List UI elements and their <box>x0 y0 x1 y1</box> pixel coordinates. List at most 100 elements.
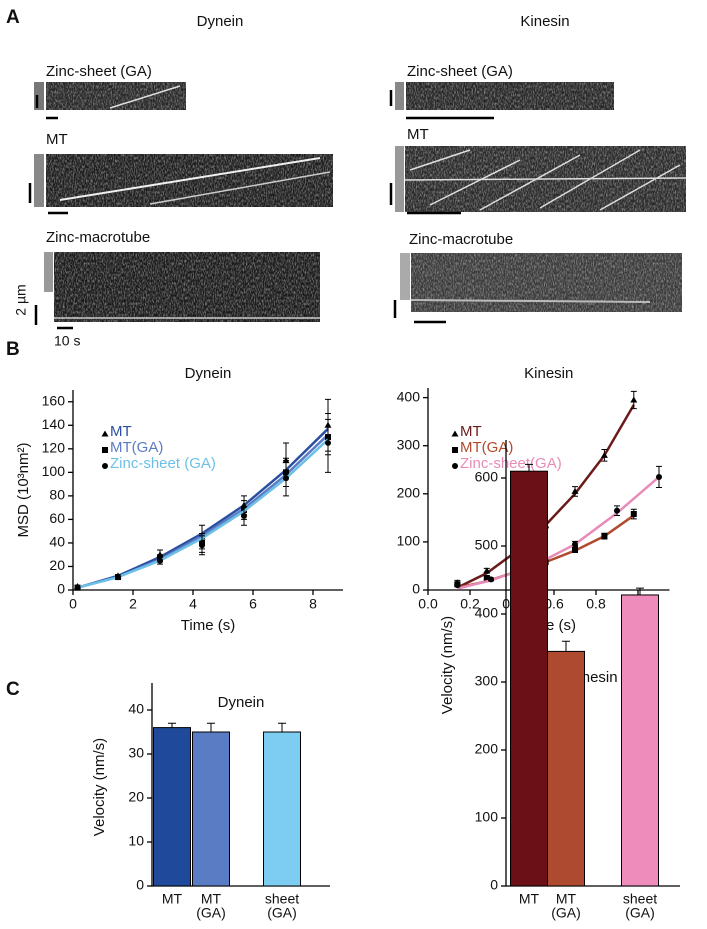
column-title: Kinesin <box>520 13 569 30</box>
point <box>283 475 289 482</box>
y-tick-label: 300 <box>475 673 499 689</box>
x-tick-label: 6 <box>249 596 257 612</box>
panel-label: A <box>6 7 20 28</box>
y-tick-label: 100 <box>397 533 421 549</box>
y-tick-label: 600 <box>475 469 499 485</box>
y-tick-label: 500 <box>475 537 499 553</box>
x-tick-label: sheet <box>265 891 299 907</box>
kymo-thumb <box>400 253 410 300</box>
legend-label: Zinc-sheet(GA) <box>460 455 562 472</box>
error-bar <box>207 722 215 732</box>
point <box>483 574 490 581</box>
x-tick-label: MT <box>519 891 540 907</box>
y-tick-label: 400 <box>475 605 499 621</box>
legend-label: MT(GA) <box>110 439 163 456</box>
error-bar <box>278 722 286 732</box>
legend-marker <box>102 447 108 453</box>
x-tick-label: sheet <box>623 891 657 907</box>
x-tick-label: 0.0 <box>418 596 438 612</box>
error-bar <box>636 587 644 595</box>
point <box>157 557 163 564</box>
legend-label: MT(GA) <box>460 439 513 456</box>
x-tick-label: 0.8 <box>586 596 606 612</box>
axes <box>72 390 343 591</box>
y-tick-label: 100 <box>475 809 499 825</box>
point <box>572 546 578 553</box>
legend-marker <box>451 430 459 437</box>
point <box>488 576 494 583</box>
y-tick-label: 0 <box>412 581 420 597</box>
bar <box>510 470 548 887</box>
x-tick-label: 0.2 <box>460 596 480 612</box>
point <box>630 396 638 403</box>
bar <box>192 731 230 887</box>
kymo-label: Zinc-sheet (GA) <box>46 63 152 80</box>
point <box>115 574 121 581</box>
kymo-tracks <box>404 149 687 211</box>
point <box>656 473 662 480</box>
chart-title: Dynein <box>218 694 265 711</box>
kymo-thumb <box>34 82 44 110</box>
y-tick-label: 100 <box>42 463 66 479</box>
x-tick-label: 2 <box>129 596 137 612</box>
column-title: Dynein <box>197 13 244 30</box>
bar <box>263 731 301 887</box>
legend-label: Zinc-sheet (GA) <box>110 455 216 472</box>
y-tick-label: 200 <box>475 741 499 757</box>
panel-label: C <box>6 679 20 700</box>
kymo-label: Zinc-sheet (GA) <box>407 63 513 80</box>
legend-marker <box>101 430 109 437</box>
kymo-track <box>149 171 331 205</box>
bar <box>153 727 191 887</box>
kymo-track <box>59 157 321 201</box>
point <box>454 582 461 589</box>
bar <box>547 650 585 887</box>
y-tick-label: 40 <box>49 534 65 550</box>
y-tick-label: 0 <box>490 877 498 893</box>
y-tick-label: 20 <box>128 789 144 805</box>
x-tick-label: MT <box>556 891 577 907</box>
x-tick-label: MT <box>162 891 183 907</box>
kymo-noise <box>406 82 614 110</box>
y-tick-label: 10 <box>128 833 144 849</box>
kymo-label: MT <box>46 131 68 148</box>
panel-label: B <box>6 339 20 360</box>
kymo-track <box>109 85 181 109</box>
point <box>199 542 205 549</box>
chart-title: Kinesin <box>524 365 573 382</box>
y-tick-label: 60 <box>49 510 65 526</box>
x-tick-label: 0 <box>69 596 77 612</box>
x-tick-label: 8 <box>309 596 317 612</box>
x-tick-label: 0.6 <box>544 596 564 612</box>
legend-label: MT <box>110 423 132 440</box>
x-tick-label: (GA) <box>625 905 655 921</box>
y-tick-label: 0 <box>136 877 144 893</box>
x-tick-label: 4 <box>189 596 197 612</box>
y-tick-label: 0 <box>57 581 65 597</box>
error-bar <box>525 463 533 472</box>
y-tick-label: 400 <box>397 388 421 404</box>
y-tick-label: 80 <box>49 487 65 503</box>
point <box>74 584 81 591</box>
legend-marker <box>102 463 108 469</box>
kymo-noise <box>411 253 682 312</box>
x-axis-label: Time (s) <box>181 617 235 634</box>
y-tick-label: 300 <box>397 436 421 452</box>
point <box>241 512 247 519</box>
y-tick-label: 160 <box>42 392 66 408</box>
kymo-thumb <box>395 146 404 212</box>
kymo-label: Zinc-macrotube <box>409 231 513 248</box>
legend-label: MT <box>460 423 482 440</box>
point <box>630 511 637 518</box>
y-axis-label: MSD (10³nm²) <box>15 442 32 537</box>
point <box>572 541 578 548</box>
kymo-thumb <box>34 154 44 207</box>
error-bar <box>168 722 176 728</box>
x-tick-label: (GA) <box>196 905 226 921</box>
point <box>325 439 331 446</box>
x-tick-label: (GA) <box>267 905 297 921</box>
kymo-thumb <box>44 252 53 292</box>
bar <box>621 594 659 887</box>
legend-marker <box>452 447 458 453</box>
